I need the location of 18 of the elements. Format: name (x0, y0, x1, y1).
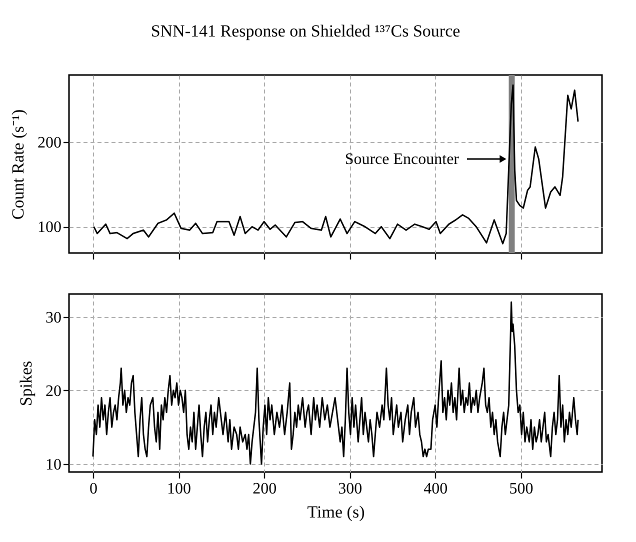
annotation: Source Encounter (344, 151, 460, 168)
x-tick-label: 200 (252, 480, 277, 498)
x-tick-label: 500 (509, 480, 534, 498)
y-tick-label: 20 (46, 382, 62, 400)
y-axis-title: Spikes (16, 360, 36, 406)
x-tick-label: 400 (424, 480, 448, 498)
x-axis-title: Time (s) (307, 502, 365, 522)
line-series (93, 84, 579, 244)
x-tick-label: 300 (338, 480, 362, 498)
y-tick-label: 10 (46, 456, 62, 474)
y-tick-label: 100 (38, 219, 62, 236)
y-axis-title: Count Rate (s⁻¹) (8, 109, 28, 220)
line-series (92, 301, 579, 465)
y-tick-label: 200 (38, 134, 62, 152)
y-tick-label: 30 (46, 309, 62, 326)
x-tick-label: 0 (89, 480, 98, 498)
chart-title: SNN-141 Response on Shielded ¹³⁷Cs Source (150, 21, 460, 40)
x-tick-label: 100 (167, 480, 192, 498)
